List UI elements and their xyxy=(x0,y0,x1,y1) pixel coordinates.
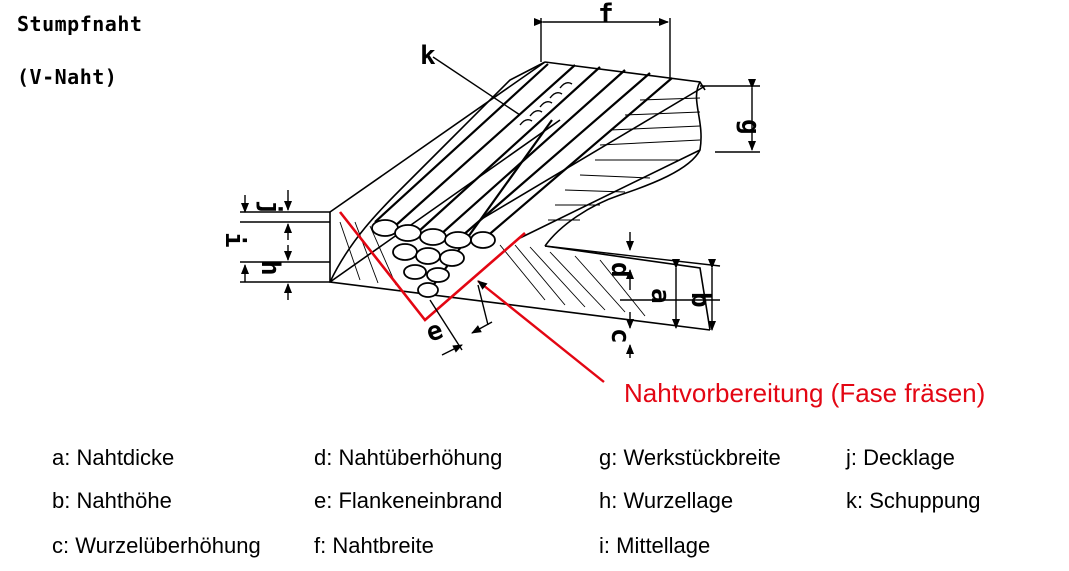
legend-item: d: Nahtüberhöhung xyxy=(314,445,503,470)
dim-label-b: b xyxy=(685,292,715,308)
hatching-front xyxy=(339,221,646,317)
bead-section xyxy=(371,219,496,298)
workpiece-outline xyxy=(329,61,711,331)
ripple-marks xyxy=(519,81,573,126)
dim-label-d: d xyxy=(605,262,635,278)
legend-item: g: Werkstückbreite xyxy=(599,445,781,470)
legend-item: e: Flankeneinbrand xyxy=(314,488,503,513)
hatching-right xyxy=(548,97,701,221)
dim-label-f: f xyxy=(598,0,614,29)
legend-item: c: Wurzelüberhöhung xyxy=(52,533,261,558)
diagram-subtitle: (V-Naht) xyxy=(17,65,118,89)
legend-item: i: Mittellage xyxy=(599,533,711,558)
weld-beads xyxy=(374,63,673,291)
legend-item: j: Decklage xyxy=(846,445,955,470)
legend-item: a: Nahtdicke xyxy=(52,445,175,470)
callout-leader xyxy=(477,280,605,383)
dim-label-g: g xyxy=(735,119,765,135)
dim-label-h: h xyxy=(255,260,285,276)
chamfer-outline xyxy=(338,211,526,322)
legend-item: h: Wurzellage xyxy=(599,488,734,513)
dim-label-a: a xyxy=(645,288,675,304)
dim-label-c: c xyxy=(605,328,635,344)
dim-label-i: i xyxy=(219,232,249,248)
legend-item: k: Schuppung xyxy=(846,488,981,513)
legend-item: f: Nahtbreite xyxy=(314,533,434,558)
diagram-title: Stumpfnaht xyxy=(17,12,143,36)
legend-item: b: Nahthöhe xyxy=(52,488,172,513)
dim-label-j: j xyxy=(255,200,285,216)
callout-label: Nahtvorbereitung (Fase fräsen) xyxy=(624,378,986,408)
dimension-lines xyxy=(240,18,760,358)
dim-label-k: k xyxy=(420,41,436,71)
